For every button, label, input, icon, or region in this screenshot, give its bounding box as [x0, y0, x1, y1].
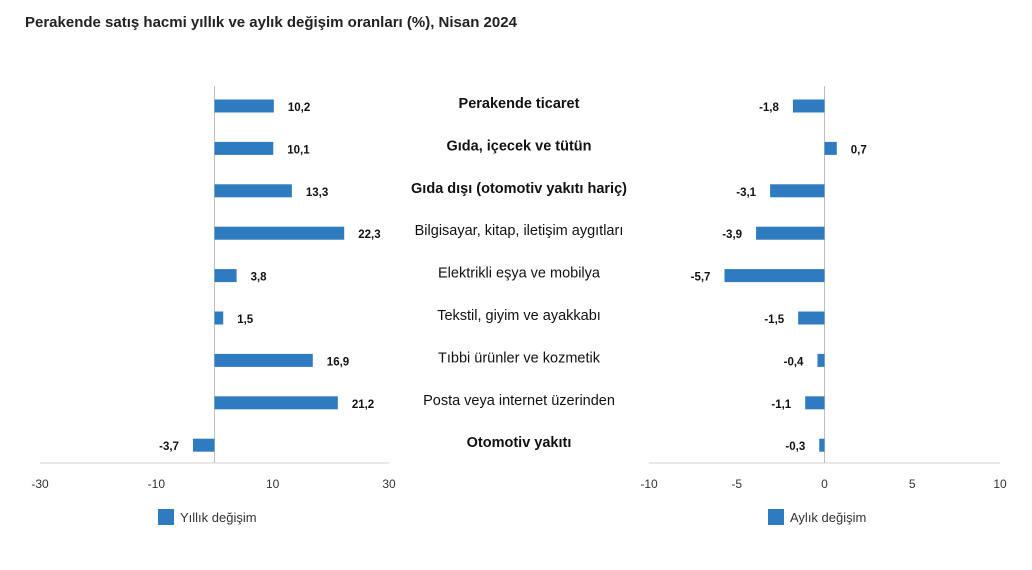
category-label: Gıda, içecek ve tütün	[446, 138, 591, 154]
yearly-value-label: 3,8	[251, 272, 268, 284]
monthly-tick-label: -5	[731, 477, 742, 491]
yearly-bar	[214, 396, 338, 410]
yearly-value-label: 1,5	[237, 314, 254, 326]
monthly-value-label: -0,4	[784, 356, 804, 368]
yearly-bar	[214, 353, 313, 367]
monthly-change-panel: -10 -5 0 5 10 -1,8 0,7 -3,1 -3,9 -5,7 -1,5 -0,4 -1,1…	[640, 86, 1007, 491]
yearly-value-label: 22,3	[358, 229, 380, 241]
monthly-tick-label: 10	[993, 477, 1007, 491]
category-label: Gıda dışı (otomotiv yakıtı hariç)	[411, 181, 627, 197]
category-label: Tekstil, giyim ve ayakkabı	[437, 308, 601, 324]
yearly-bar	[192, 438, 215, 452]
monthly-bar	[817, 353, 825, 367]
category-label: Elektrikli eşya ve mobilya	[438, 266, 601, 282]
category-label: Bilgisayar, kitap, iletişim aygıtları	[415, 223, 624, 239]
monthly-bar	[805, 396, 825, 410]
category-label: Perakende ticaret	[459, 96, 580, 112]
category-label: Posta veya internet üzerinden	[423, 393, 615, 409]
monthly-value-label: -3,1	[736, 187, 756, 199]
yearly-value-label: -3,7	[159, 441, 179, 453]
monthly-bar	[756, 226, 825, 240]
monthly-bar	[798, 311, 825, 325]
monthly-bar	[770, 184, 825, 198]
monthly-bar	[824, 141, 837, 155]
monthly-bar	[724, 269, 825, 283]
monthly-value-label: -5,7	[691, 272, 711, 284]
monthly-tick-label: 5	[909, 477, 916, 491]
legend-label: Aylık değişim	[790, 510, 866, 525]
yearly-tick-label: -30	[31, 477, 49, 491]
yearly-value-label: 13,3	[306, 187, 328, 199]
monthly-value-label: -1,1	[771, 399, 791, 411]
monthly-value-label: -1,8	[759, 102, 779, 114]
chart-title: Perakende satış hacmi yıllık ve aylık de…	[25, 14, 517, 31]
monthly-bar	[792, 99, 825, 113]
yearly-bar	[214, 141, 274, 155]
yearly-bar	[214, 99, 274, 113]
yearly-value-label: 10,2	[288, 102, 310, 114]
yearly-tick-label: 10	[266, 477, 280, 491]
yearly-bar	[214, 311, 224, 325]
yearly-tick-label: -10	[148, 477, 166, 491]
yearly-bar	[214, 269, 237, 283]
yearly-value-label: 21,2	[352, 399, 374, 411]
legend-swatch	[768, 509, 784, 525]
category-label: Tıbbi ürünler ve kozmetik	[438, 350, 601, 366]
monthly-value-label: -0,3	[785, 441, 805, 453]
monthly-tick-label: -10	[640, 477, 658, 491]
monthly-value-label: -1,5	[764, 314, 784, 326]
yearly-bar	[214, 226, 345, 240]
monthly-tick-label: 0	[821, 477, 828, 491]
monthly-bar	[819, 438, 825, 452]
category-labels: Perakende ticaret Gıda, içecek ve tütün Gı…	[411, 96, 627, 451]
legends: Yıllık değişim Aylık değişim	[158, 509, 866, 525]
yearly-tick-label: 30	[382, 477, 396, 491]
yearly-bar	[214, 184, 292, 198]
legend-label: Yıllık değişim	[180, 510, 257, 525]
yearly-change-panel: -30 -10 10 30 10,2 10,1 13,3 22,3 3,8 1,5 16,9 21,2…	[31, 86, 396, 491]
category-label: Otomotiv yakıtı	[467, 435, 572, 451]
yearly-value-label: 10,1	[287, 144, 310, 156]
legend-swatch	[158, 509, 174, 525]
monthly-value-label: 0,7	[851, 144, 867, 156]
monthly-value-label: -3,9	[722, 229, 742, 241]
yearly-value-label: 16,9	[327, 356, 349, 368]
